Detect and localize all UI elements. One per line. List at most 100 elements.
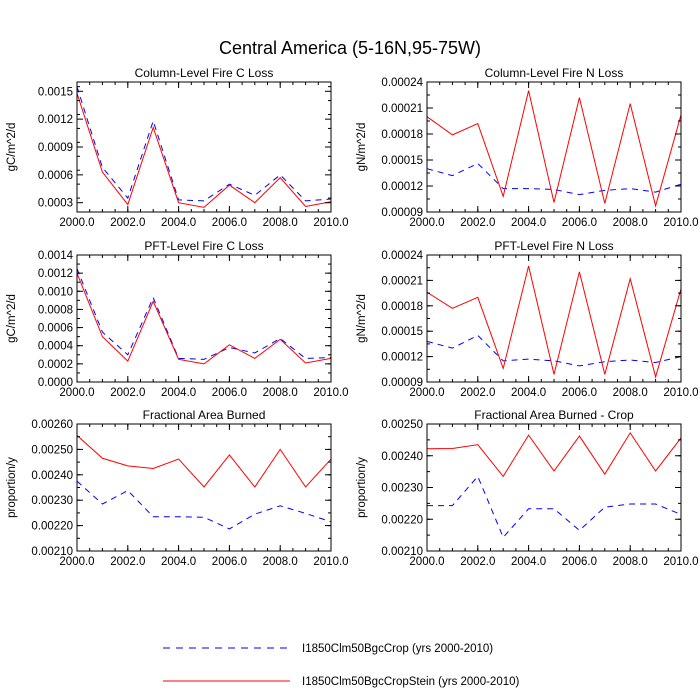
- y-tick-label-2-0: 0.0000: [38, 377, 73, 389]
- x-tick-label-5-1: 2002.0: [460, 556, 495, 568]
- figure-title: Central America (5-16N,95-75W): [219, 38, 481, 58]
- legend: I1850Clm50BgcCrop (yrs 2000-2010) I1850C…: [163, 643, 520, 688]
- y-axis-label-2: gC/m^2/d: [6, 294, 18, 343]
- x-tick-label-0-5: 2010.0: [313, 217, 348, 229]
- y-tick-label-2-2: 0.0004: [38, 341, 74, 353]
- x-tick-label-1-4: 2008.0: [613, 217, 648, 229]
- series-line-2-1: [76, 272, 332, 365]
- x-tick-label-0-0: 2000.0: [59, 217, 94, 229]
- y-tick-label-0-3: 0.0012: [38, 114, 73, 126]
- legend-label-0: I1850Clm50BgcCrop (yrs 2000-2010): [302, 643, 493, 655]
- panel-title-4: Fractional Area Burned: [143, 408, 266, 422]
- y-tick-label-5-4: 0.00250: [381, 419, 423, 431]
- y-tick-label-0-1: 0.0006: [38, 170, 73, 182]
- x-tick-label-1-1: 2002.0: [460, 217, 495, 229]
- x-tick-label-2-1: 2002.0: [110, 387, 145, 399]
- y-tick-label-3-0: 0.00009: [381, 377, 423, 389]
- y-tick-label-1-3: 0.00018: [381, 129, 423, 141]
- series-line-3-1: [426, 265, 682, 379]
- y-tick-label-4-1: 0.00220: [31, 521, 73, 533]
- y-axis-label-0: gC/m^2/d: [6, 123, 18, 172]
- y-tick-label-3-1: 0.00012: [381, 352, 423, 364]
- chart-panel-0: Column-Level Fire C Loss gC/m^2/d 2000.0 20…: [6, 66, 349, 229]
- x-tick-label-5-5: 2010.0: [663, 556, 698, 568]
- series-line-4-1: [76, 435, 332, 488]
- x-tick-label-5-3: 2006.0: [562, 556, 597, 568]
- plot-frame-1: [426, 81, 682, 213]
- y-tick-label-0-4: 0.0015: [38, 86, 73, 98]
- y-axis-label-5: proportion/y: [356, 457, 368, 518]
- x-tick-label-5-0: 2000.0: [409, 556, 444, 568]
- y-tick-label-1-4: 0.00021: [381, 103, 423, 115]
- x-tick-label-2-2: 2004.0: [161, 387, 196, 399]
- x-tick-label-3-4: 2008.0: [613, 387, 648, 399]
- x-tick-label-1-2: 2004.0: [511, 217, 546, 229]
- x-tick-label-3-0: 2000.0: [409, 387, 444, 399]
- x-tick-label-3-1: 2002.0: [460, 387, 495, 399]
- y-tick-label-4-2: 0.00230: [31, 495, 73, 507]
- x-tick-label-4-4: 2008.0: [263, 556, 298, 568]
- x-tick-label-2-5: 2010.0: [313, 387, 348, 399]
- y-tick-label-1-5: 0.00024: [381, 77, 423, 89]
- x-tick-label-1-0: 2000.0: [409, 217, 444, 229]
- x-tick-label-3-2: 2004.0: [511, 387, 546, 399]
- y-axis-label-1: gN/m^2/d: [356, 123, 368, 172]
- chart-panel-4: Fractional Area Burned proportion/y 2000.0…: [6, 408, 349, 568]
- y-tick-label-1-1: 0.00012: [381, 181, 423, 193]
- panel-title-2: PFT-Level Fire C Loss: [144, 239, 263, 253]
- x-tick-label-1-3: 2006.0: [562, 217, 597, 229]
- legend-label-1: I1850Clm50BgcCropStein (yrs 2000-2010): [302, 676, 520, 688]
- x-tick-label-0-2: 2004.0: [161, 217, 196, 229]
- series-line-5-1: [426, 431, 682, 478]
- chart-panel-2: PFT-Level Fire C Loss gC/m^2/d 2000.0 2002.…: [6, 239, 349, 399]
- series-line-4-0: [76, 480, 332, 530]
- y-tick-label-3-3: 0.00018: [381, 301, 423, 313]
- y-tick-label-2-6: 0.0012: [38, 268, 73, 280]
- y-tick-label-1-0: 0.00009: [381, 207, 423, 219]
- y-tick-label-1-2: 0.00015: [381, 155, 423, 167]
- y-tick-label-5-1: 0.00220: [381, 514, 423, 526]
- x-tick-label-0-3: 2006.0: [212, 217, 247, 229]
- x-tick-label-3-3: 2006.0: [562, 387, 597, 399]
- plot-frame-5: [426, 423, 682, 552]
- y-tick-label-4-3: 0.00240: [31, 470, 73, 482]
- x-tick-label-0-1: 2002.0: [110, 217, 145, 229]
- x-tick-label-2-0: 2000.0: [59, 387, 94, 399]
- x-tick-label-3-5: 2010.0: [663, 387, 698, 399]
- y-tick-label-2-4: 0.0008: [38, 304, 73, 316]
- y-axis-label-4: proportion/y: [6, 457, 18, 518]
- y-tick-label-3-5: 0.00024: [381, 250, 423, 262]
- series-line-1-1: [426, 90, 682, 208]
- series-line-3-0: [426, 334, 682, 367]
- series-line-1-0: [426, 162, 682, 196]
- x-tick-label-4-5: 2010.0: [313, 556, 348, 568]
- chart-panel-3: PFT-Level Fire N Loss gN/m^2/d 2000.0 2002.…: [356, 239, 699, 399]
- chart-panel-1: Column-Level Fire N Loss gN/m^2/d 2000.0 20…: [356, 66, 699, 229]
- series-line-2-0: [76, 268, 332, 360]
- y-tick-label-4-0: 0.00210: [31, 546, 73, 558]
- series-line-0-1: [76, 92, 332, 208]
- x-tick-label-5-4: 2008.0: [613, 556, 648, 568]
- y-tick-label-0-2: 0.0009: [38, 142, 73, 154]
- y-tick-label-4-5: 0.00260: [31, 419, 73, 431]
- x-tick-label-2-4: 2008.0: [263, 387, 298, 399]
- series-line-5-0: [427, 475, 682, 539]
- chart-panel-5: Fractional Area Burned - Crop proportion/…: [356, 408, 699, 568]
- x-tick-label-2-3: 2006.0: [212, 387, 247, 399]
- y-tick-label-4-4: 0.00250: [31, 444, 73, 456]
- panel-title-3: PFT-Level Fire N Loss: [494, 239, 613, 253]
- y-tick-label-2-3: 0.0006: [38, 323, 73, 335]
- panel-title-5: Fractional Area Burned - Crop: [474, 408, 634, 422]
- series-line-0-0: [76, 86, 332, 202]
- x-tick-label-5-2: 2004.0: [511, 556, 546, 568]
- y-tick-label-0-0: 0.0003: [38, 198, 73, 210]
- y-axis-label-3: gN/m^2/d: [356, 294, 368, 343]
- x-tick-label-4-0: 2000.0: [59, 556, 94, 568]
- y-tick-label-3-2: 0.00015: [381, 326, 423, 338]
- y-tick-label-5-0: 0.00210: [381, 546, 423, 558]
- chart-panels: Column-Level Fire C Loss gC/m^2/d 2000.0 20…: [6, 66, 699, 568]
- y-tick-label-5-3: 0.00240: [381, 451, 423, 463]
- y-tick-label-3-4: 0.00021: [381, 275, 423, 287]
- panel-title-1: Column-Level Fire N Loss: [485, 66, 624, 80]
